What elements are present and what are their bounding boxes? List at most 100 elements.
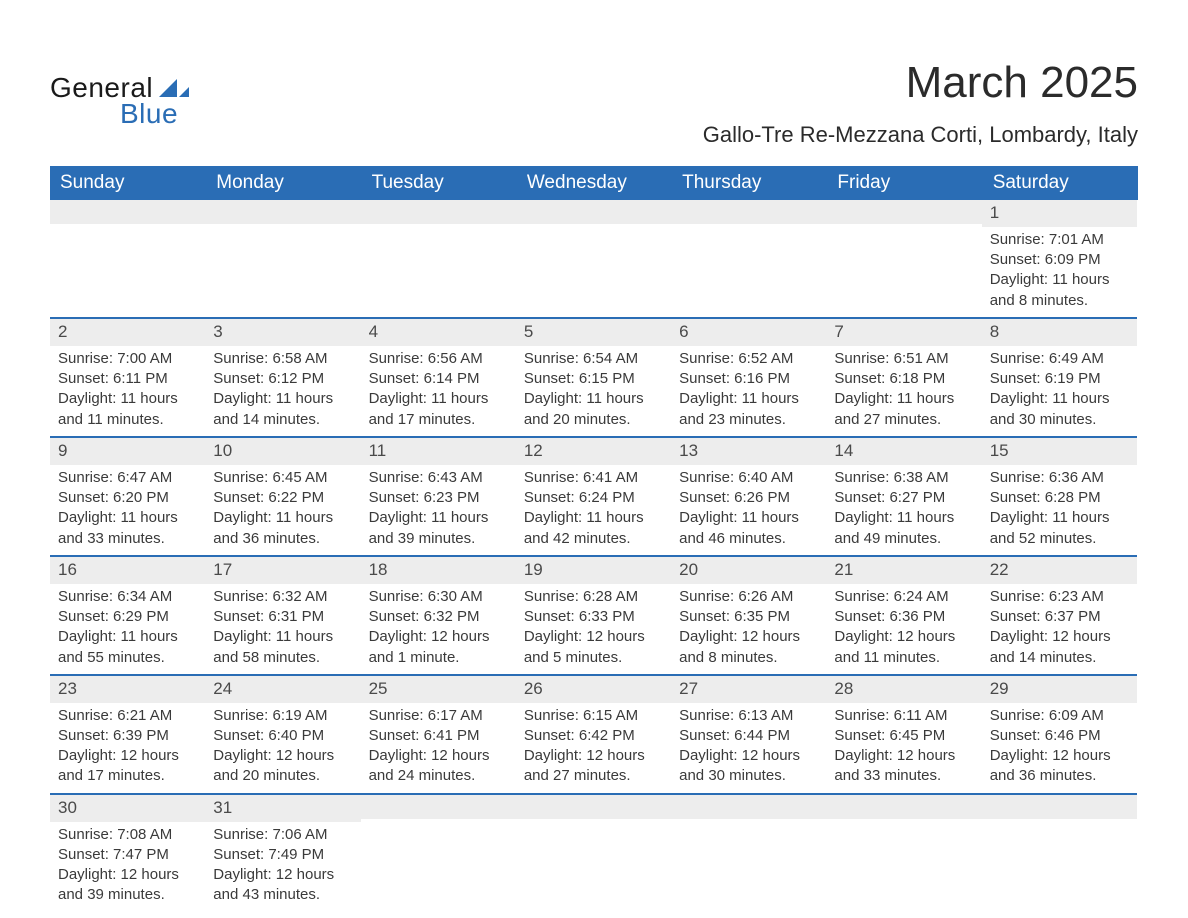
day-number: 4: [361, 319, 516, 346]
day-sunset: Sunset: 6:40 PM: [213, 726, 352, 746]
day-body: Sunrise: 6:34 AMSunset: 6:29 PMDaylight:…: [50, 584, 205, 674]
day-number: 18: [361, 557, 516, 584]
day-daylight: Daylight: 12 hours and 17 minutes.: [58, 746, 197, 787]
day-sunset: Sunset: 6:32 PM: [369, 607, 508, 627]
day-number: [826, 795, 981, 819]
day-sunset: Sunset: 6:27 PM: [834, 488, 973, 508]
day-daylight: Daylight: 11 hours and 58 minutes.: [213, 627, 352, 668]
day-number: [50, 200, 205, 224]
day-sunrise: Sunrise: 6:51 AM: [834, 349, 973, 369]
day-body: Sunrise: 6:47 AMSunset: 6:20 PMDaylight:…: [50, 465, 205, 555]
day-body: Sunrise: 6:24 AMSunset: 6:36 PMDaylight:…: [826, 584, 981, 674]
day-number: 1: [982, 200, 1137, 227]
day-sunrise: Sunrise: 6:34 AM: [58, 587, 197, 607]
day-daylight: Daylight: 12 hours and 24 minutes.: [369, 746, 508, 787]
day-body: [826, 819, 981, 891]
day-body: Sunrise: 6:17 AMSunset: 6:41 PMDaylight:…: [361, 703, 516, 793]
day-sunrise: Sunrise: 6:09 AM: [990, 706, 1129, 726]
calendar-week-row: 1Sunrise: 7:01 AMSunset: 6:09 PMDaylight…: [50, 200, 1137, 318]
day-daylight: Daylight: 11 hours and 46 minutes.: [679, 508, 818, 549]
day-body: Sunrise: 6:52 AMSunset: 6:16 PMDaylight:…: [671, 346, 826, 436]
calendar-cell: 31Sunrise: 7:06 AMSunset: 7:49 PMDayligh…: [205, 794, 360, 912]
day-sunset: Sunset: 7:47 PM: [58, 845, 197, 865]
day-daylight: Daylight: 12 hours and 30 minutes.: [679, 746, 818, 787]
calendar-cell: [982, 794, 1137, 912]
calendar-cell: 15Sunrise: 6:36 AMSunset: 6:28 PMDayligh…: [982, 437, 1137, 556]
calendar-cell: 9Sunrise: 6:47 AMSunset: 6:20 PMDaylight…: [50, 437, 205, 556]
day-sunrise: Sunrise: 6:54 AM: [524, 349, 663, 369]
day-sunrise: Sunrise: 7:00 AM: [58, 349, 197, 369]
day-sunrise: Sunrise: 6:56 AM: [369, 349, 508, 369]
day-daylight: Daylight: 11 hours and 20 minutes.: [524, 389, 663, 430]
calendar-cell: 6Sunrise: 6:52 AMSunset: 6:16 PMDaylight…: [671, 318, 826, 437]
day-daylight: Daylight: 12 hours and 33 minutes.: [834, 746, 973, 787]
calendar-cell: [50, 200, 205, 318]
day-body: Sunrise: 7:00 AMSunset: 6:11 PMDaylight:…: [50, 346, 205, 436]
day-sunset: Sunset: 7:49 PM: [213, 845, 352, 865]
calendar-cell: 22Sunrise: 6:23 AMSunset: 6:37 PMDayligh…: [982, 556, 1137, 675]
day-body: Sunrise: 7:01 AMSunset: 6:09 PMDaylight:…: [982, 227, 1137, 317]
calendar-cell: 10Sunrise: 6:45 AMSunset: 6:22 PMDayligh…: [205, 437, 360, 556]
day-daylight: Daylight: 11 hours and 36 minutes.: [213, 508, 352, 549]
day-sunset: Sunset: 6:18 PM: [834, 369, 973, 389]
day-daylight: Daylight: 11 hours and 42 minutes.: [524, 508, 663, 549]
day-sunset: Sunset: 6:42 PM: [524, 726, 663, 746]
day-sunset: Sunset: 6:37 PM: [990, 607, 1129, 627]
day-sunset: Sunset: 6:24 PM: [524, 488, 663, 508]
day-daylight: Daylight: 11 hours and 52 minutes.: [990, 508, 1129, 549]
day-sunset: Sunset: 6:33 PM: [524, 607, 663, 627]
day-body: Sunrise: 6:56 AMSunset: 6:14 PMDaylight:…: [361, 346, 516, 436]
day-body: [982, 819, 1137, 891]
day-sunrise: Sunrise: 6:24 AM: [834, 587, 973, 607]
day-body: [205, 224, 360, 296]
day-number: 2: [50, 319, 205, 346]
day-body: [361, 224, 516, 296]
day-header: Saturday: [982, 166, 1137, 200]
day-number: 31: [205, 795, 360, 822]
day-body: Sunrise: 6:23 AMSunset: 6:37 PMDaylight:…: [982, 584, 1137, 674]
day-sunset: Sunset: 6:36 PM: [834, 607, 973, 627]
day-body: Sunrise: 6:41 AMSunset: 6:24 PMDaylight:…: [516, 465, 671, 555]
calendar-cell: 12Sunrise: 6:41 AMSunset: 6:24 PMDayligh…: [516, 437, 671, 556]
calendar-cell: [826, 794, 981, 912]
day-body: Sunrise: 6:43 AMSunset: 6:23 PMDaylight:…: [361, 465, 516, 555]
day-daylight: Daylight: 11 hours and 30 minutes.: [990, 389, 1129, 430]
calendar-cell: [671, 794, 826, 912]
calendar-body: 1Sunrise: 7:01 AMSunset: 6:09 PMDaylight…: [50, 200, 1137, 912]
day-sunrise: Sunrise: 6:47 AM: [58, 468, 197, 488]
day-sunset: Sunset: 6:28 PM: [990, 488, 1129, 508]
day-sunset: Sunset: 6:41 PM: [369, 726, 508, 746]
day-number: 28: [826, 676, 981, 703]
calendar-cell: 5Sunrise: 6:54 AMSunset: 6:15 PMDaylight…: [516, 318, 671, 437]
day-sunrise: Sunrise: 7:08 AM: [58, 825, 197, 845]
day-sunset: Sunset: 6:20 PM: [58, 488, 197, 508]
day-number: [361, 795, 516, 819]
day-header: Sunday: [50, 166, 205, 200]
day-number: [516, 200, 671, 224]
calendar-cell: [826, 200, 981, 318]
calendar-week-row: 9Sunrise: 6:47 AMSunset: 6:20 PMDaylight…: [50, 437, 1137, 556]
day-sunset: Sunset: 6:35 PM: [679, 607, 818, 627]
calendar-cell: 25Sunrise: 6:17 AMSunset: 6:41 PMDayligh…: [361, 675, 516, 794]
day-body: Sunrise: 7:08 AMSunset: 7:47 PMDaylight:…: [50, 822, 205, 912]
day-sunrise: Sunrise: 6:23 AM: [990, 587, 1129, 607]
day-number: 29: [982, 676, 1137, 703]
day-number: 24: [205, 676, 360, 703]
calendar-cell: 19Sunrise: 6:28 AMSunset: 6:33 PMDayligh…: [516, 556, 671, 675]
calendar-cell: [361, 200, 516, 318]
day-body: Sunrise: 7:06 AMSunset: 7:49 PMDaylight:…: [205, 822, 360, 912]
day-number: 27: [671, 676, 826, 703]
day-sunrise: Sunrise: 6:28 AM: [524, 587, 663, 607]
day-number: 5: [516, 319, 671, 346]
calendar-table: Sunday Monday Tuesday Wednesday Thursday…: [50, 166, 1138, 912]
day-body: Sunrise: 6:28 AMSunset: 6:33 PMDaylight:…: [516, 584, 671, 674]
day-body: [826, 224, 981, 296]
day-daylight: Daylight: 12 hours and 5 minutes.: [524, 627, 663, 668]
day-daylight: Daylight: 11 hours and 17 minutes.: [369, 389, 508, 430]
day-body: [516, 224, 671, 296]
day-sunrise: Sunrise: 6:41 AM: [524, 468, 663, 488]
day-sunrise: Sunrise: 6:11 AM: [834, 706, 973, 726]
day-sunrise: Sunrise: 6:40 AM: [679, 468, 818, 488]
calendar-cell: 13Sunrise: 6:40 AMSunset: 6:26 PMDayligh…: [671, 437, 826, 556]
day-header-row: Sunday Monday Tuesday Wednesday Thursday…: [50, 166, 1137, 200]
